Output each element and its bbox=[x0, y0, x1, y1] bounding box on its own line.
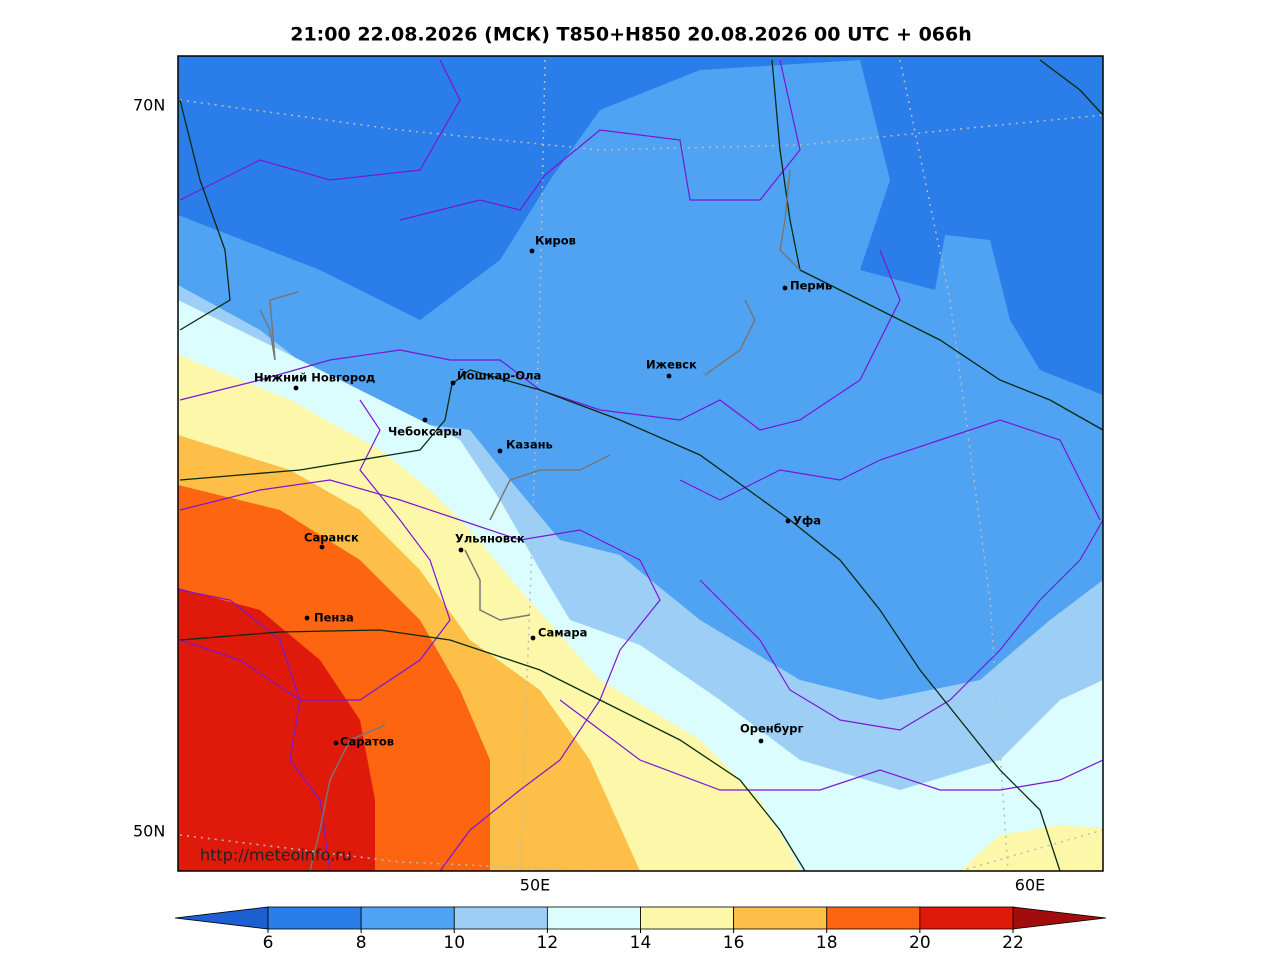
city-label: Киров bbox=[535, 234, 576, 248]
colorbar-tick-label: 12 bbox=[537, 933, 559, 953]
border bbox=[559, 699, 1104, 791]
border bbox=[179, 59, 461, 201]
colorbar-tick-label: 16 bbox=[723, 933, 745, 953]
lat-label: 50N bbox=[133, 822, 165, 841]
border-line bbox=[179, 99, 231, 331]
lon-label: 50E bbox=[520, 876, 550, 895]
border bbox=[179, 249, 901, 431]
border bbox=[399, 59, 801, 221]
colorbar-extend bbox=[1012, 906, 1107, 930]
colorbar-tick-label: 20 bbox=[909, 933, 931, 953]
title: 21:00 22.08.2026 (МСК) T850+H850 20.08.2… bbox=[290, 24, 972, 46]
city-marker bbox=[666, 373, 672, 379]
river bbox=[489, 454, 611, 521]
band bbox=[178, 56, 1103, 130]
cities: Киров Пермь Нижний Новгород Йошкар-Ола Ижевс… bbox=[254, 234, 832, 749]
colorbar-tick-label: 10 bbox=[443, 933, 465, 953]
border-line bbox=[771, 59, 1104, 431]
colorbar-tick-label: 22 bbox=[1002, 933, 1024, 953]
river bbox=[464, 549, 531, 621]
colorbar-segment bbox=[546, 906, 641, 930]
border bbox=[179, 479, 661, 872]
city-marker bbox=[458, 547, 464, 553]
city-marker bbox=[333, 740, 339, 746]
city-label: Самара bbox=[538, 626, 587, 640]
colorbar-extend bbox=[174, 906, 269, 930]
border-line bbox=[179, 629, 806, 872]
border bbox=[179, 589, 331, 872]
city-label: Чебоксары bbox=[388, 425, 462, 439]
city-label: Оренбург bbox=[740, 722, 804, 736]
border bbox=[699, 519, 1104, 731]
river bbox=[259, 291, 299, 361]
city-marker bbox=[758, 738, 764, 744]
graticule bbox=[179, 99, 1104, 151]
city-label: Саратов bbox=[340, 735, 394, 749]
border-line bbox=[1039, 59, 1104, 116]
lon-label: 60E bbox=[1015, 876, 1045, 895]
border bbox=[179, 399, 451, 701]
city-label: Нижний Новгород bbox=[254, 371, 375, 385]
colorbar-segment bbox=[267, 906, 362, 930]
map-frame bbox=[177, 55, 1104, 872]
river bbox=[704, 299, 756, 376]
colorbar-segment bbox=[360, 906, 455, 930]
river bbox=[309, 724, 386, 872]
city-marker bbox=[497, 448, 503, 454]
city-marker bbox=[293, 385, 299, 391]
colorbar-segment bbox=[453, 906, 548, 930]
colorbar-tick-label: 8 bbox=[356, 933, 367, 953]
lat-label: 70N bbox=[133, 96, 165, 115]
colorbar-segment bbox=[640, 906, 735, 930]
map-lines bbox=[179, 59, 1104, 872]
city-label: Уфа bbox=[793, 514, 821, 528]
border-line bbox=[179, 369, 1061, 872]
city-label: Казань bbox=[506, 438, 553, 452]
watermark: http://meteoinfo.ru bbox=[200, 846, 352, 865]
city-label: Саранск bbox=[304, 531, 359, 545]
colorbar-tick-label: 18 bbox=[816, 933, 838, 953]
colorbar-tick-label: 6 bbox=[263, 933, 274, 953]
city-marker bbox=[422, 417, 428, 423]
city-marker bbox=[304, 615, 310, 621]
colorbar-segment bbox=[733, 906, 828, 930]
city-label: Ульяновск bbox=[455, 532, 525, 546]
temperature-fill bbox=[178, 56, 1103, 871]
city-marker bbox=[319, 544, 325, 550]
city-marker bbox=[450, 380, 456, 386]
city-label: Пермь bbox=[790, 279, 832, 293]
border bbox=[679, 419, 1101, 521]
colorbar-segment bbox=[919, 906, 1014, 930]
city-marker bbox=[785, 518, 791, 524]
city-marker bbox=[782, 285, 788, 291]
graticule bbox=[519, 59, 546, 872]
city-marker bbox=[529, 248, 535, 254]
city-marker bbox=[530, 635, 536, 641]
city-label: Ижевск bbox=[646, 358, 697, 372]
colorbar-tick-label: 14 bbox=[630, 933, 652, 953]
city-label: Йошкар-Ола bbox=[457, 368, 541, 383]
band bbox=[960, 825, 1103, 871]
colorbar-segment bbox=[826, 906, 921, 930]
river bbox=[779, 169, 801, 271]
city-label: Пенза bbox=[314, 611, 354, 625]
colorbar: 6 8 10 12 14 16 18 20 22 bbox=[174, 906, 1107, 953]
